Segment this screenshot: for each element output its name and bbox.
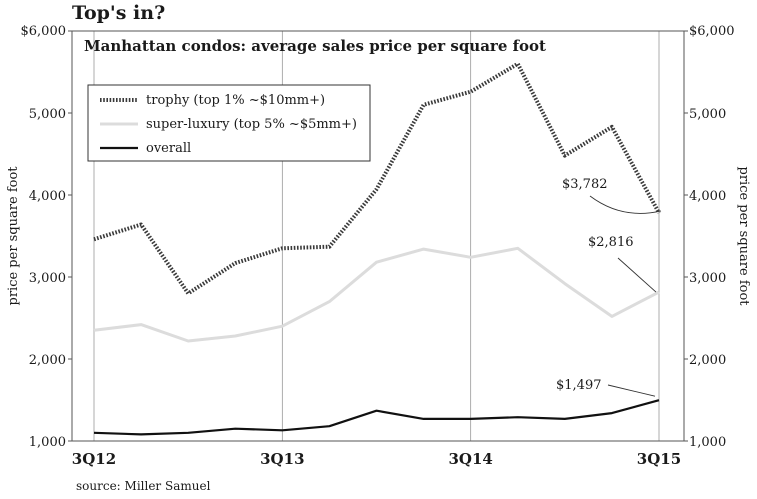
y-tick-label-left: $6,000: [21, 24, 67, 39]
plot-frame: [71, 30, 685, 442]
y-tick-label-left: 5,000: [29, 107, 66, 122]
y-axis-label-left: price per square foot: [6, 166, 21, 306]
y-tick-label-right: 1,000: [689, 435, 726, 450]
chart-title: Manhattan condos: average sales price pe…: [84, 37, 546, 55]
annotation-label-trophy: $3,782: [562, 177, 608, 192]
x-tick-label-3Q15: 3Q15: [637, 450, 681, 468]
y-tick-label-left: 4,000: [29, 189, 66, 204]
series-layer: [93, 61, 661, 436]
annotation-leader-trophy: [589, 195, 662, 214]
tick-layer: 3Q12 3Q13 3Q14 3Q15 1,000 1,000 2,000 2,000 3,00…: [21, 24, 735, 468]
series-line-overall: [93, 399, 660, 436]
y-tick-label-left: 3,000: [29, 271, 66, 286]
legend-label-trophy: trophy (top 1% ~$10mm+): [146, 93, 325, 108]
source-note: source: Miller Samuel: [76, 479, 211, 493]
y-tick-label-right: $6,000: [689, 24, 735, 39]
y-tick-label-right: 5,000: [689, 107, 726, 122]
y-tick-label-right: 3,000: [689, 271, 726, 286]
y-tick-label-left: 1,000: [29, 435, 66, 450]
x-tick-label-3Q13: 3Q13: [260, 450, 304, 468]
headline: Top's in?: [72, 2, 165, 24]
legend-label-super_luxury: super-luxury (top 5% ~$5mm+): [146, 117, 357, 132]
annotation-label-super_luxury: $2,816: [588, 235, 634, 250]
y-tick-label-right: 2,000: [689, 353, 726, 368]
legend-label-overall: overall: [146, 141, 191, 156]
y-axis-label-right: price per square foot: [736, 166, 751, 306]
annotation-leader-super_luxury: [617, 257, 657, 293]
legend: trophy (top 1% ~$10mm+) super-luxury (top…: [87, 84, 371, 162]
y-tick-label-left: 2,000: [29, 353, 66, 368]
annotation-label-overall: $1,497: [556, 378, 602, 393]
series-line-super_luxury: [93, 246, 660, 343]
series-line-trophy: [93, 61, 661, 296]
x-tick-label-3Q14: 3Q14: [448, 450, 492, 468]
annotation-layer: $3,782 $2,816 $1,497: [556, 177, 662, 397]
annotation-leader-overall: [607, 384, 656, 397]
x-tick-label-3Q12: 3Q12: [72, 450, 116, 468]
y-tick-label-right: 4,000: [689, 189, 726, 204]
